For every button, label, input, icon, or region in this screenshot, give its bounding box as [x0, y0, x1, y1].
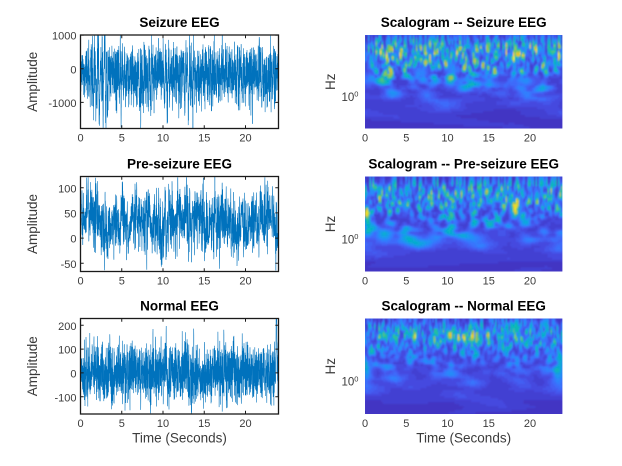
svg-text:0: 0 — [70, 234, 76, 246]
svg-text:10: 10 — [157, 276, 169, 288]
svg-text:0: 0 — [362, 276, 368, 288]
svg-text:1000: 1000 — [52, 31, 76, 43]
svg-text:-50: -50 — [61, 259, 77, 271]
svg-text:-1000: -1000 — [48, 98, 76, 110]
svg-text:5: 5 — [403, 276, 409, 288]
svg-text:0: 0 — [77, 276, 83, 288]
svg-text:20: 20 — [239, 276, 251, 288]
svg-text:15: 15 — [198, 276, 210, 288]
svg-text:10: 10 — [157, 133, 169, 145]
svg-text:Time (Seconds): Time (Seconds) — [132, 431, 227, 446]
svg-text:Scalogram -- Seizure EEG: Scalogram -- Seizure EEG — [381, 15, 547, 30]
svg-text:100: 100 — [342, 232, 359, 246]
svg-text:0: 0 — [77, 418, 83, 430]
svg-text:Amplitude: Amplitude — [25, 194, 40, 254]
svg-text:5: 5 — [403, 418, 409, 430]
svg-text:Scalogram -- Pre-seizure EEG: Scalogram -- Pre-seizure EEG — [368, 156, 559, 171]
svg-text:5: 5 — [119, 276, 125, 288]
svg-text:Hz: Hz — [323, 73, 338, 90]
svg-text:50: 50 — [64, 209, 76, 221]
svg-text:0: 0 — [77, 133, 83, 145]
svg-text:Seizure EEG: Seizure EEG — [139, 15, 219, 30]
svg-text:10: 10 — [441, 133, 453, 145]
svg-text:Amplitude: Amplitude — [25, 336, 40, 396]
svg-text:20: 20 — [239, 133, 251, 145]
svg-text:15: 15 — [198, 133, 210, 145]
svg-text:10: 10 — [441, 276, 453, 288]
svg-text:0: 0 — [362, 418, 368, 430]
svg-text:5: 5 — [119, 133, 125, 145]
svg-text:Amplitude: Amplitude — [25, 52, 40, 112]
svg-text:15: 15 — [483, 133, 495, 145]
svg-text:Hz: Hz — [323, 358, 338, 375]
svg-text:10: 10 — [157, 418, 169, 430]
svg-text:Time (Seconds): Time (Seconds) — [416, 431, 511, 446]
svg-text:Pre-seizure EEG: Pre-seizure EEG — [127, 156, 232, 171]
svg-text:0: 0 — [70, 369, 76, 381]
svg-text:20: 20 — [239, 418, 251, 430]
svg-text:-100: -100 — [54, 392, 76, 404]
svg-text:20: 20 — [524, 418, 536, 430]
svg-text:0: 0 — [70, 64, 76, 76]
svg-text:Scalogram -- Normal EEG: Scalogram -- Normal EEG — [382, 298, 546, 313]
svg-text:100: 100 — [58, 183, 76, 195]
svg-text:15: 15 — [483, 418, 495, 430]
svg-text:200: 200 — [58, 321, 76, 333]
svg-text:5: 5 — [119, 418, 125, 430]
svg-text:100: 100 — [342, 90, 359, 104]
svg-text:5: 5 — [403, 133, 409, 145]
svg-text:Hz: Hz — [323, 216, 338, 233]
svg-text:15: 15 — [198, 418, 210, 430]
svg-text:20: 20 — [524, 133, 536, 145]
svg-text:15: 15 — [483, 276, 495, 288]
svg-text:0: 0 — [362, 133, 368, 145]
svg-text:10: 10 — [441, 418, 453, 430]
svg-text:100: 100 — [342, 375, 359, 389]
svg-text:Normal EEG: Normal EEG — [140, 298, 219, 313]
svg-text:20: 20 — [524, 276, 536, 288]
svg-text:100: 100 — [58, 345, 76, 357]
